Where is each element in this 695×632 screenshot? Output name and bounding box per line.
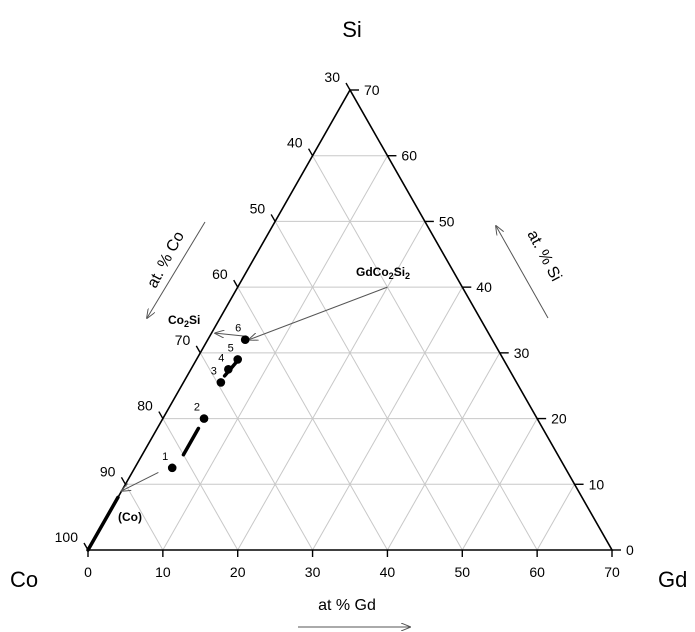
data-point-1 [167,463,177,473]
pointer-arrow-1 [122,472,159,490]
grid-line-gd-60 [536,484,576,551]
phase-segment-1 [86,495,120,552]
data-point-label-3: 3 [211,365,217,377]
tick-labels: 0 0 100 10 10 90 20 20 80 30 30 70 40 40 60 50 50 50 60 60 4… [55,69,634,580]
grid-line-co-60 [312,155,538,551]
phase-label-gdco2si2: GdCo2Si2 [356,265,410,281]
phase-label-co: (Co) [118,510,142,524]
tick-label-gd-70: 70 [604,564,620,580]
tick-label-si-0: 0 [626,542,634,558]
tick-co-40 [233,279,239,288]
tick-label-si-10: 10 [589,476,605,492]
grid-line-gd-20 [237,221,426,551]
phase-segment-2 [181,426,201,457]
corner-label-gd: Gd [658,567,687,592]
tick-label-gd-10: 10 [155,564,171,580]
data-point-label-4: 4 [218,352,224,364]
data-point-5 [233,355,243,364]
corner-label-co: Co [10,567,38,592]
tick-label-si-50: 50 [439,213,455,229]
tick-label-gd-50: 50 [454,564,470,580]
grid-line-co-20 [162,418,239,551]
tick-label-co-30: 70 [175,332,191,348]
tick-label-gd-0: 0 [84,564,92,580]
triangle-frame [86,88,614,551]
axis-label-gd: at % Gd [318,597,376,614]
pointer-arrow-3 [215,333,248,336]
tick-label-co-10: 90 [100,463,116,479]
data-point-label-6: 6 [235,323,241,335]
tick-label-si-60: 60 [401,148,417,164]
tick-co-30 [195,345,201,354]
data-point-label-2: 2 [194,402,200,414]
corner-label-si: Si [342,17,362,42]
data-point-2 [199,414,209,423]
grid-line-gd-40 [386,352,501,551]
tick-label-si-20: 20 [551,411,567,427]
tick-label-co-60: 40 [287,135,303,151]
phase-label-co2si: Co2Si [168,313,200,329]
tick-label-co-40: 60 [212,266,228,282]
grid-line-co-40 [237,286,388,551]
tick-label-gd-30: 30 [305,564,321,580]
pointer-arrow-2 [249,286,388,340]
tick-label-gd-20: 20 [230,564,246,580]
tick-co-60 [307,148,314,157]
tick-label-co-70: 30 [324,69,340,85]
tick-label-si-70: 70 [364,82,380,98]
tick-label-gd-40: 40 [380,564,396,580]
data-point-3 [216,378,226,387]
tick-label-si-30: 30 [514,345,530,361]
data-point-label-5: 5 [228,342,234,354]
grid-lines [124,155,576,551]
axis-arrow-co [147,221,206,318]
data-point-label-1: 1 [162,451,168,463]
tick-label-co-20: 80 [137,398,153,414]
tick-co-20 [158,411,164,419]
axis-label-co: at. % Co [144,229,188,291]
tick-marks [83,82,621,557]
tick-co-50 [270,214,276,222]
axis-arrow-si [496,226,549,319]
grid-line-co-10 [124,484,164,551]
axis-label-si: at. % Si [524,228,565,285]
tick-label-co-0: 100 [55,529,79,545]
data-point-4 [224,364,233,374]
tick-co-10 [120,476,127,485]
tick-co-70 [345,82,351,91]
tick-label-co-50: 50 [250,200,266,216]
tick-label-gd-60: 60 [529,564,545,580]
data-point-6 [240,335,250,345]
tick-label-si-40: 40 [476,279,492,295]
grid-line-co-50 [274,221,463,551]
